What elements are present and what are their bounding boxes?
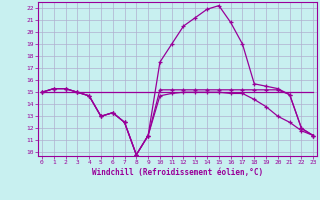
X-axis label: Windchill (Refroidissement éolien,°C): Windchill (Refroidissement éolien,°C) (92, 168, 263, 177)
